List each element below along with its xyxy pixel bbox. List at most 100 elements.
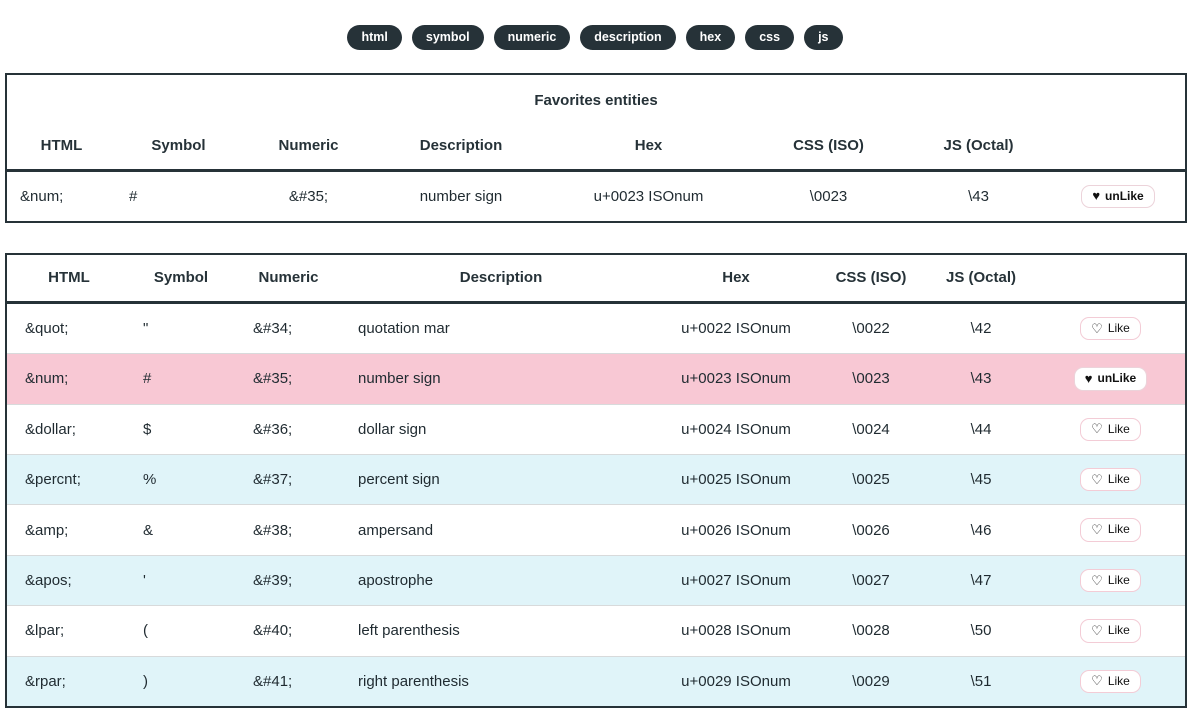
- cell-js: \44: [926, 403, 1036, 455]
- col-header-js: JS (Octal): [906, 122, 1051, 172]
- like-button[interactable]: ♡ Like: [1080, 468, 1141, 492]
- cell-numeric: &#41;: [231, 655, 346, 708]
- cell-numeric: &#40;: [231, 605, 346, 657]
- cell-description: dollar sign: [346, 403, 656, 455]
- col-header-description: Description: [346, 253, 656, 304]
- cell-description: apostrophe: [346, 554, 656, 606]
- col-header-js: JS (Octal): [926, 253, 1036, 304]
- cell-description: percent sign: [346, 454, 656, 505]
- col-header-symbol: Symbol: [116, 122, 241, 172]
- cell-hex: u+0026 ISOnum: [656, 504, 816, 556]
- cell-js: \50: [926, 605, 1036, 657]
- cell-hex: u+0025 ISOnum: [656, 454, 816, 505]
- col-header-symbol: Symbol: [131, 253, 231, 304]
- cell-css: \0029: [816, 655, 926, 708]
- cell-numeric: &#34;: [231, 301, 346, 354]
- like-button[interactable]: ♡ Like: [1080, 568, 1141, 593]
- unlike-button[interactable]: ♥ unLike: [1081, 184, 1155, 208]
- cell-html: &percnt;: [6, 454, 131, 505]
- table-row: &quot; " &#34; quotation mar u+0022 ISOn…: [6, 301, 1186, 354]
- like-label: Like: [1107, 472, 1130, 487]
- like-button[interactable]: ♡ Like: [1080, 518, 1141, 542]
- like-button[interactable]: ♡ Like: [1080, 669, 1141, 694]
- col-header-css: CSS (ISO): [751, 122, 906, 172]
- cell-js: \47: [926, 554, 1036, 606]
- cell-symbol: ': [131, 554, 231, 606]
- cell-numeric: &#35;: [241, 169, 376, 222]
- cell-css: \0025: [816, 454, 926, 505]
- filter-description[interactable]: description: [580, 25, 676, 50]
- filter-numeric[interactable]: numeric: [493, 25, 571, 50]
- like-button[interactable]: ♡ Like: [1080, 316, 1141, 341]
- cell-css: \0026: [816, 504, 926, 556]
- cell-numeric: &#39;: [231, 554, 346, 606]
- cell-description: ampersand: [346, 504, 656, 556]
- entities-header-row: HTML Symbol Numeric Description Hex CSS …: [6, 253, 1186, 304]
- table-row: &amp; & &#38; ampersand u+0026 ISOnum \0…: [6, 504, 1186, 556]
- filter-html[interactable]: html: [347, 25, 402, 50]
- col-header-hex: Hex: [546, 122, 751, 172]
- cell-numeric: &#35;: [231, 353, 346, 405]
- cell-description: number sign: [376, 169, 546, 222]
- cell-symbol: #: [131, 353, 231, 405]
- cell-js: \51: [926, 655, 1036, 708]
- col-header-description: Description: [376, 122, 546, 172]
- cell-description: quotation mar: [346, 301, 656, 354]
- table-row: &dollar; $ &#36; dollar sign u+0024 ISOn…: [6, 403, 1186, 455]
- col-header-html: HTML: [6, 253, 131, 304]
- like-button[interactable]: ♡ Like: [1080, 417, 1141, 442]
- heart-outline-icon: ♡: [1091, 421, 1103, 437]
- cell-css: \0022: [816, 301, 926, 354]
- unlike-button[interactable]: ♥ unLike: [1073, 367, 1148, 391]
- heart-outline-icon: ♡: [1091, 471, 1103, 487]
- cell-html: &rpar;: [6, 655, 131, 708]
- cell-symbol: ": [131, 301, 231, 354]
- cell-hex: u+0029 ISOnum: [656, 655, 816, 708]
- favorites-table: Favorites entities HTML Symbol Numeric D…: [5, 72, 1188, 223]
- cell-symbol: &: [131, 504, 231, 556]
- like-label: Like: [1107, 421, 1130, 436]
- cell-html: &num;: [6, 169, 116, 222]
- filter-bar: html symbol numeric description hex css …: [0, 25, 1190, 50]
- unlike-label: unLike: [1105, 188, 1144, 203]
- cell-css: \0023: [816, 353, 926, 405]
- heart-filled-icon: ♥: [1084, 370, 1093, 386]
- filter-css[interactable]: css: [745, 25, 795, 50]
- cell-css: \0027: [816, 554, 926, 606]
- col-header-action: [1051, 122, 1187, 172]
- cell-hex: u+0023 ISOnum: [656, 353, 816, 405]
- cell-description: left parenthesis: [346, 605, 656, 657]
- cell-symbol: ): [131, 655, 231, 708]
- filter-symbol[interactable]: symbol: [411, 25, 484, 50]
- cell-css: \0028: [816, 605, 926, 657]
- filter-js[interactable]: js: [804, 25, 843, 50]
- cell-js: \42: [926, 301, 1036, 354]
- like-label: Like: [1107, 673, 1130, 688]
- table-row: &apos; ' &#39; apostrophe u+0027 ISOnum …: [6, 554, 1186, 606]
- filter-hex[interactable]: hex: [685, 25, 736, 50]
- cell-html: &apos;: [6, 554, 131, 606]
- heart-outline-icon: ♡: [1091, 572, 1103, 588]
- cell-html: &num;: [6, 353, 131, 405]
- cell-js: \45: [926, 454, 1036, 505]
- favorites-title: Favorites entities: [534, 91, 658, 109]
- favorites-header-row: HTML Symbol Numeric Description Hex CSS …: [6, 122, 1187, 172]
- col-header-numeric: Numeric: [241, 122, 376, 172]
- col-header-hex: Hex: [656, 253, 816, 304]
- favorites-caption-row: Favorites entities: [6, 74, 1186, 123]
- unlike-label: unLike: [1097, 371, 1137, 386]
- table-row: &lpar; ( &#40; left parenthesis u+0028 I…: [6, 605, 1186, 657]
- like-button[interactable]: ♡ Like: [1080, 619, 1141, 643]
- cell-hex: u+0027 ISOnum: [656, 554, 816, 606]
- cell-html: &quot;: [6, 301, 131, 354]
- cell-numeric: &#38;: [231, 504, 346, 556]
- cell-numeric: &#37;: [231, 454, 346, 505]
- entities-table: HTML Symbol Numeric Description Hex CSS …: [5, 252, 1187, 708]
- cell-js: \43: [906, 169, 1051, 222]
- like-label: Like: [1107, 522, 1130, 537]
- heart-filled-icon: ♥: [1092, 188, 1101, 204]
- cell-symbol: #: [116, 169, 241, 222]
- cell-js: \46: [926, 504, 1036, 556]
- heart-outline-icon: ♡: [1091, 320, 1103, 336]
- col-header-css: CSS (ISO): [816, 253, 926, 304]
